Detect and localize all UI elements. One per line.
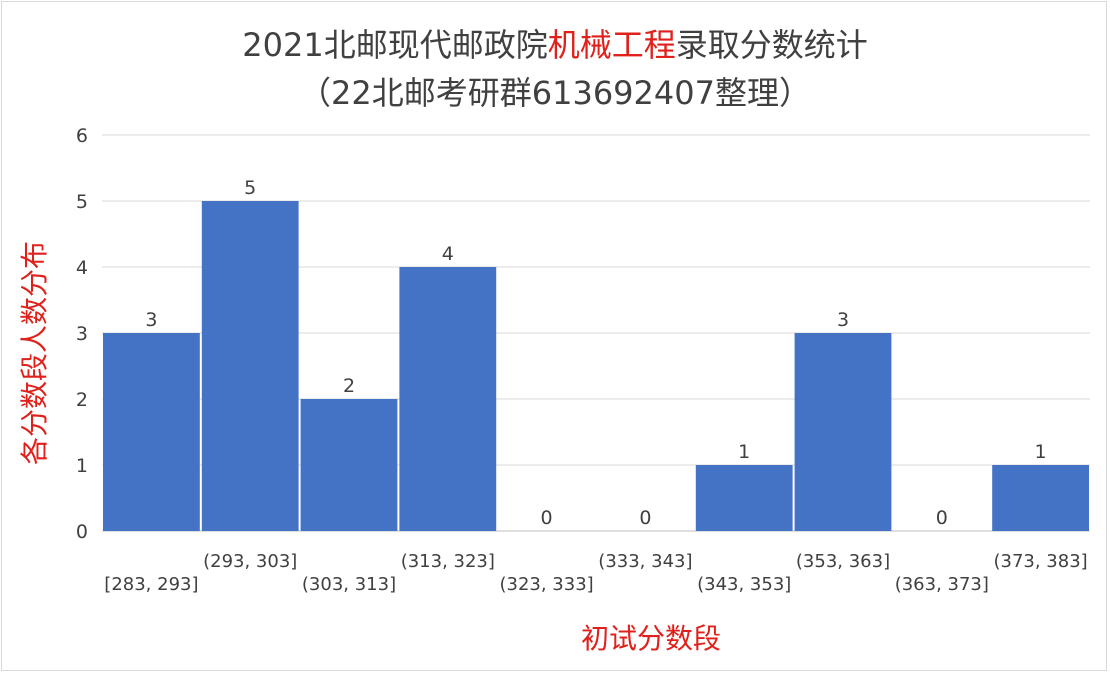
data-label: 4 [442,243,454,265]
bar [399,267,497,531]
data-label: 5 [244,177,256,199]
y-tick-label: 2 [76,389,88,411]
y-tick-label: 6 [76,125,88,147]
bar [695,465,793,531]
bar [794,333,892,531]
data-label: 1 [738,441,750,463]
y-tick-label: 0 [76,521,88,543]
bar [992,465,1089,531]
data-label: 0 [541,507,553,529]
data-label: 3 [145,309,157,331]
data-label: 0 [639,507,651,529]
x-tick-label: (333, 343] [598,551,692,572]
title-highlight: 机械工程 [547,26,676,64]
x-tick-label: (363, 373] [895,574,989,595]
x-tick-label: (293, 303] [203,551,297,572]
data-label: 1 [1035,441,1047,463]
y-tick-label: 4 [76,257,88,279]
data-label: 3 [837,309,849,331]
bar [103,333,200,531]
x-tick-label: (303, 313] [302,574,396,595]
x-tick-label: (323, 333] [499,574,593,595]
data-label: 2 [343,375,355,397]
bar [300,399,398,531]
bar [201,201,299,531]
x-tick-label: (373, 383] [993,551,1087,572]
x-tick-label: (313, 323] [401,551,495,572]
x-tick-label: [283, 293] [104,574,198,595]
chart-subtitle: （22北邮考研群613692407整理） [299,74,811,112]
data-label: 0 [936,507,948,529]
y-axis-title: 各分数段人数分布 [18,241,51,465]
title-suffix: 录取分数统计 [675,26,868,64]
y-tick-label: 1 [76,455,88,477]
x-axis-title: 初试分数段 [581,622,721,655]
title-prefix: 2021北邮现代邮政院 [242,26,548,64]
y-tick-label: 5 [76,191,88,213]
chart-title: 2021北邮现代邮政院机械工程录取分数统计 [0,20,1110,66]
y-tick-label: 3 [76,323,88,345]
x-tick-label: (353, 363] [796,551,890,572]
x-tick-label: (343, 353] [697,574,791,595]
